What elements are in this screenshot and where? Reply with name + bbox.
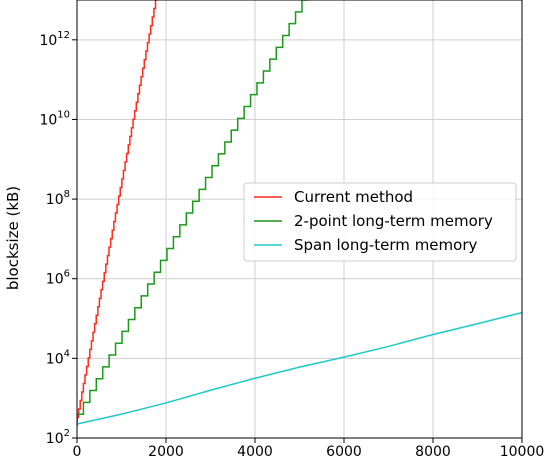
x-tick-label-2: 4000 (237, 444, 273, 458)
series-line-0 (77, 0, 158, 427)
y-axis-title: blocksize (kB) (4, 186, 22, 290)
series-line-2 (77, 311, 522, 425)
legend-label-0: Current method (294, 188, 413, 206)
series-line-1 (77, 0, 309, 427)
y-tick-label-5: 1012 (39, 30, 70, 49)
y-tick-label-0: 102 (46, 428, 70, 447)
y-ticks: 102 104 106 108 1010 1012 (39, 30, 77, 447)
y-tick-label-4: 1010 (39, 109, 70, 128)
x-tick-label-3: 6000 (326, 444, 362, 458)
x-tick-label-1: 2000 (148, 444, 184, 458)
legend-label-2: Span long-term memory (294, 236, 477, 254)
y-tick-label-2: 106 (46, 269, 70, 288)
x-tick-label-5: 10000 (500, 444, 545, 458)
legend: Current method 2-point long-term memory Sp… (243, 182, 517, 262)
x-tick-label-0: 0 (73, 444, 82, 458)
x-ticks: 0 2000 4000 6000 8000 10000 (73, 438, 545, 458)
axes-frame (76, 0, 523, 439)
legend-label-1: 2-point long-term memory (294, 212, 493, 230)
y-tick-label-1: 104 (46, 348, 70, 367)
x-tick-label-4: 8000 (415, 444, 451, 458)
legend-box (243, 182, 517, 262)
plot-lines (77, 0, 522, 427)
y-tick-label-3: 108 (46, 189, 70, 208)
